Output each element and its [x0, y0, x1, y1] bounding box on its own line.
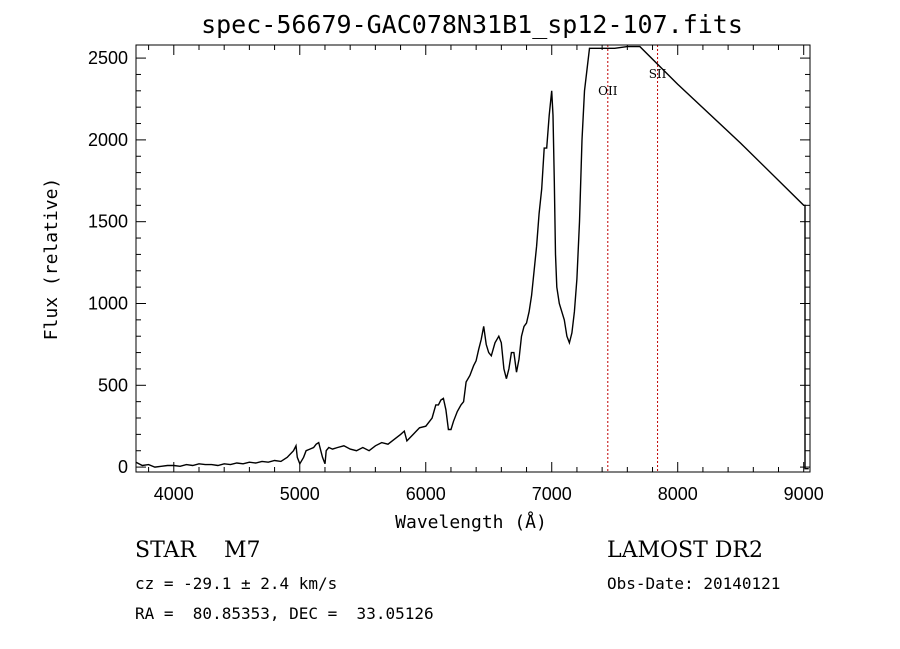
y-tick-label: 1500 [88, 212, 128, 232]
axis-ticks: 4000 5000 6000 7000 8000 9000 0 500 1000 1500 2000… [88, 45, 824, 504]
x-tick-label: 7000 [532, 484, 572, 504]
x-axis-label: Wavelength (Å) [395, 511, 547, 533]
observation-date: Obs-Date: 20140121 [607, 574, 781, 593]
spectral-line-markers: OII SII [598, 45, 667, 472]
y-tick-label: 2000 [88, 130, 128, 150]
y-tick-label: 500 [98, 375, 128, 395]
x-tick-label: 9000 [784, 484, 824, 504]
line-label-oii: OII [598, 84, 618, 98]
y-tick-label: 0 [118, 457, 128, 477]
x-tick-label: 6000 [406, 484, 446, 504]
radial-velocity: cz = -29.1 ± 2.4 km/s [135, 574, 338, 593]
y-tick-label: 1000 [88, 293, 128, 313]
spectrum-line [135, 45, 809, 470]
survey-name: LAMOST DR2 [607, 538, 763, 563]
x-tick-label: 5000 [280, 484, 320, 504]
line-label-sii: SII [649, 67, 667, 81]
chart-title: spec-56679-GAC078N31B1_sp12-107.fits [201, 10, 743, 39]
star-class: STAR M7 [135, 538, 261, 563]
y-axis-label: Flux (relative) [41, 178, 62, 341]
x-tick-label: 8000 [658, 484, 698, 504]
plot-frame [135, 44, 811, 473]
sky-coordinates: RA = 80.85353, DEC = 33.05126 [135, 604, 434, 623]
y-tick-label: 2500 [88, 48, 128, 68]
x-tick-label: 4000 [154, 484, 194, 504]
